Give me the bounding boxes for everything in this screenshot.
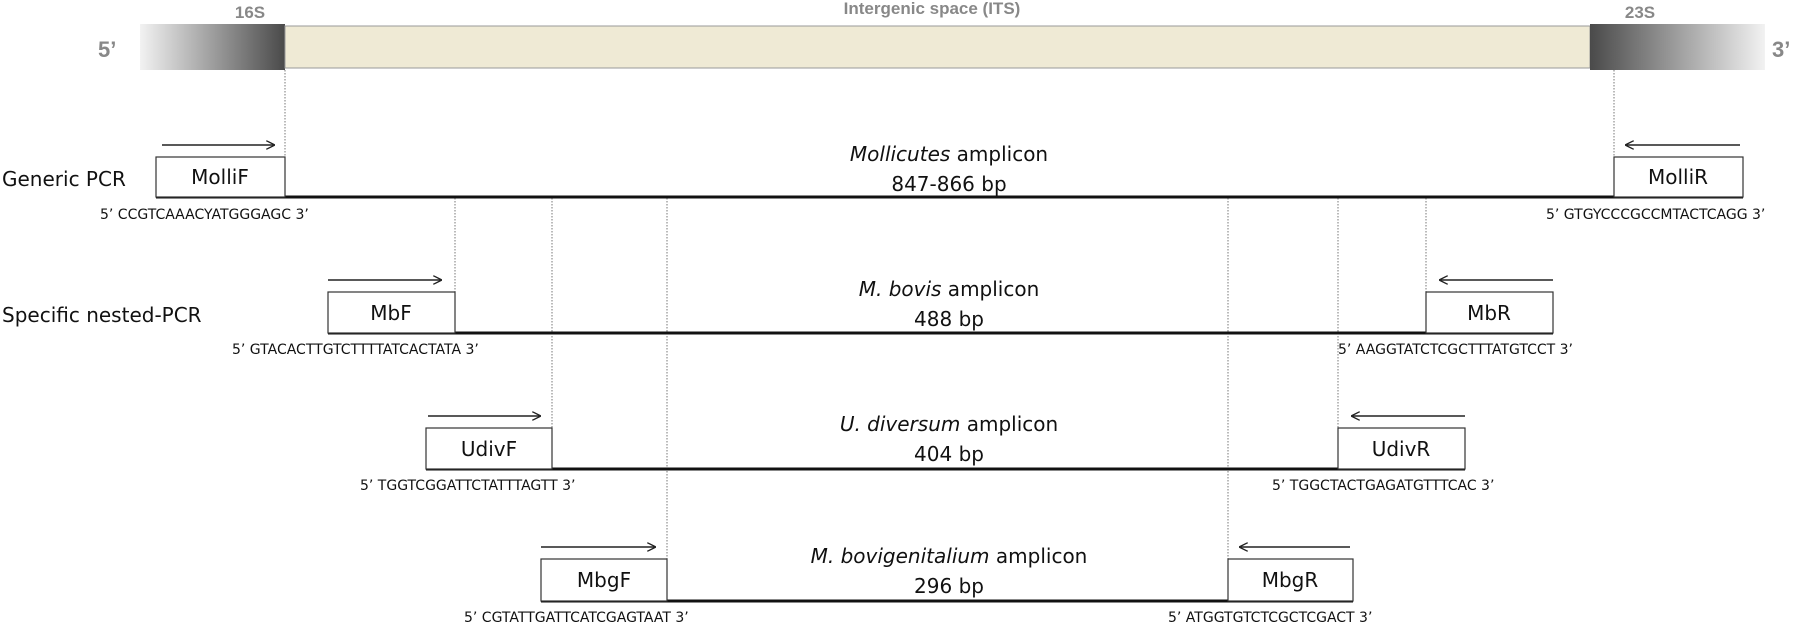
- operon-bar: 5’ 3’ 16S 23S Intergenic space (ITS): [98, 0, 1790, 70]
- reverse-primer-box: [1227, 558, 1354, 602]
- gene-16s-region: [140, 24, 285, 70]
- row-m-bovigenitalium: M. bovigenitalium amplicon 296 bp MbgF 5…: [464, 544, 1372, 626]
- gene-16s-label: 16S: [235, 3, 265, 22]
- reverse-primer-name: MbR: [1467, 301, 1511, 325]
- amplicon-species: U. diversum: [840, 412, 961, 436]
- reverse-primer-sequence: 5’ AAGGTATCTCGCTTTATGTCCT 3’: [1338, 342, 1573, 358]
- its-label: Intergenic space (ITS): [844, 0, 1021, 18]
- amplicon-title: Mollicutes amplicon: [850, 142, 1048, 166]
- amplicon-word: amplicon: [960, 412, 1058, 436]
- reverse-primer-name: MolliR: [1648, 165, 1708, 189]
- row-m-bovis: Specific nested-PCR M. bovis amplicon 48…: [2, 277, 1573, 358]
- amplicon-title: M. bovis amplicon: [859, 277, 1040, 301]
- forward-primer-name: MbgF: [577, 568, 631, 592]
- three-prime-label: 3’: [1772, 37, 1790, 62]
- forward-primer-sequence: 5’ GTACACTTGTCTTTTATCACTATA 3’: [232, 342, 479, 358]
- amplicon-word: amplicon: [941, 277, 1039, 301]
- forward-primer-name: MolliF: [191, 165, 249, 189]
- amplicon-species: Mollicutes: [850, 142, 950, 166]
- amplicon-size: 488 bp: [914, 307, 984, 331]
- amplicon-title: U. diversum amplicon: [840, 412, 1058, 436]
- guide-lines: [284, 70, 1615, 600]
- forward-primer-sequence: 5’ CCGTCAAACYATGGGAGC 3’: [100, 207, 309, 223]
- amplicon-size: 847-866 bp: [891, 172, 1006, 196]
- forward-primer-name: UdivF: [461, 437, 517, 461]
- row-generic-pcr: Generic PCR Mollicutes amplicon 847-866 …: [2, 142, 1765, 223]
- forward-primer-sequence: 5’ TGGTCGGATTCTATTTAGTT 3’: [360, 478, 575, 494]
- row-u-diversum: U. diversum amplicon 404 bp UdivF 5’ TGG…: [360, 412, 1494, 494]
- forward-primer-sequence: 5’ CGTATTGATTCATCGAGTAAT 3’: [464, 610, 689, 626]
- reverse-primer-box: [1613, 156, 1744, 198]
- row-label: Generic PCR: [2, 167, 126, 191]
- reverse-primer-name: UdivR: [1372, 437, 1431, 461]
- gene-23s-region: [1590, 24, 1765, 70]
- forward-primer-box: [540, 558, 668, 602]
- amplicon-species: M. bovis: [859, 277, 942, 301]
- its-region: [284, 25, 1591, 69]
- reverse-primer-name: MbgR: [1262, 568, 1319, 592]
- amplicon-species: M. bovigenitalium: [811, 544, 990, 568]
- reverse-primer-sequence: 5’ ATGGTGTCTCGCTCGACT 3’: [1168, 610, 1372, 626]
- reverse-primer-sequence: 5’ GTGYCCCGCCMTACTCAGG 3’: [1546, 207, 1765, 223]
- row-label: Specific nested-PCR: [2, 303, 202, 327]
- amplicon-title: M. bovigenitalium amplicon: [811, 544, 1088, 568]
- forward-primer-box: [425, 427, 553, 470]
- five-prime-label: 5’: [98, 37, 116, 62]
- amplicon-size: 296 bp: [914, 574, 984, 598]
- amplicon-word: amplicon: [990, 544, 1088, 568]
- amplicon-word: amplicon: [950, 142, 1048, 166]
- amplicon-size: 404 bp: [914, 442, 984, 466]
- forward-primer-name: MbF: [370, 301, 411, 325]
- forward-primer-box: [327, 291, 456, 334]
- gene-23s-label: 23S: [1625, 3, 1655, 22]
- reverse-primer-sequence: 5’ TGGCTACTGAGATGTTTCAC 3’: [1272, 478, 1494, 494]
- reverse-primer-box: [1425, 291, 1554, 334]
- forward-primer-box: [155, 156, 286, 198]
- reverse-primer-box: [1337, 427, 1466, 470]
